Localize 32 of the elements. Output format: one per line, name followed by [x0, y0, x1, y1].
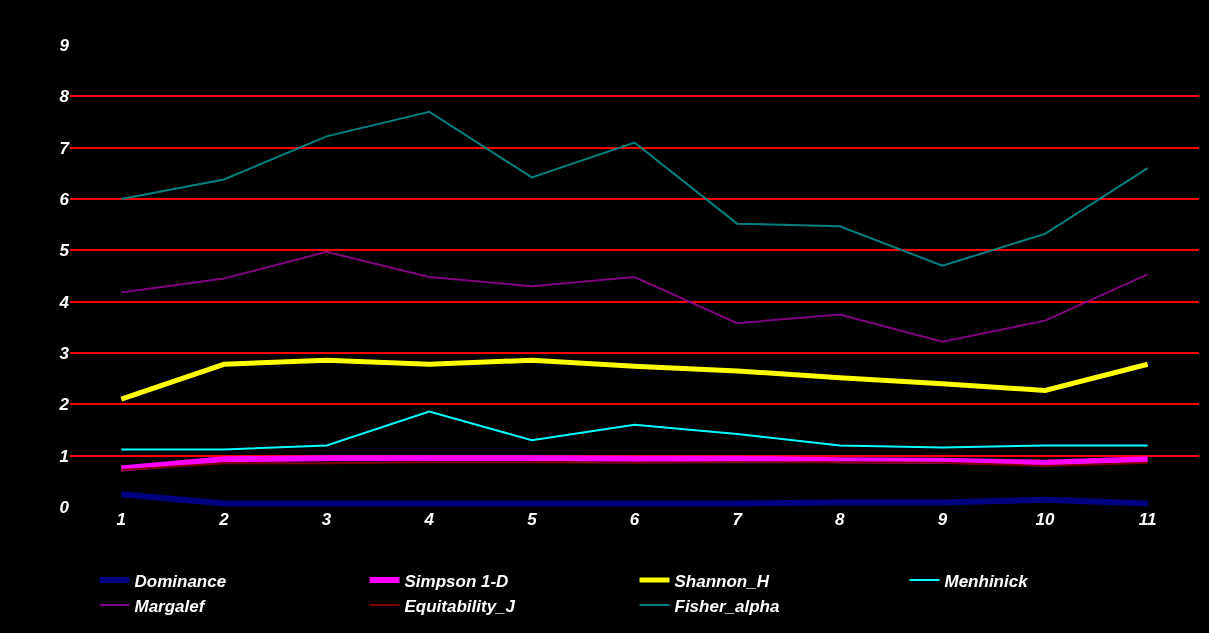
- y-tick-label: 7: [59, 138, 71, 158]
- legend-label: Simpson 1-D: [404, 571, 509, 591]
- x-tick-label: 3: [321, 510, 332, 529]
- x-tick-label: 11: [1138, 510, 1157, 529]
- x-tick-label: 7: [732, 510, 744, 529]
- y-tick-label: 6: [59, 189, 70, 209]
- y-tick-label: 9: [59, 35, 70, 55]
- line-series: [120, 410, 1149, 451]
- legend-label: Menhinick: [944, 571, 1030, 591]
- y-tick-label: 8: [59, 87, 70, 107]
- y-tick-label: 1: [59, 446, 69, 466]
- legend-label: Equitability_J: [404, 596, 516, 616]
- line-series: [120, 461, 1149, 472]
- x-tick-label: 5: [527, 510, 538, 529]
- legend-label: Shannon_H: [674, 571, 770, 591]
- x-tick-label: 6: [629, 510, 640, 529]
- x-tick-label: 1: [116, 510, 127, 529]
- y-tick-label: 3: [59, 343, 70, 363]
- y-tick-label: 4: [58, 292, 70, 312]
- y-tick-label: 2: [58, 395, 70, 415]
- legend-label: Fisher_alpha: [674, 596, 780, 616]
- y-tick-label: 5: [59, 241, 70, 261]
- legend-label: Margalef: [134, 596, 207, 616]
- x-tick-label: 2: [218, 510, 230, 529]
- x-tick-label: 10: [1035, 510, 1056, 529]
- x-tick-label: 8: [835, 510, 846, 529]
- y-tick-label: 0: [59, 497, 70, 517]
- line-series: [120, 250, 1149, 343]
- legend-label: Dominance: [134, 571, 227, 591]
- x-tick-label: 4: [423, 510, 435, 529]
- x-tick-label: 9: [937, 510, 948, 529]
- line-series: [120, 110, 1149, 267]
